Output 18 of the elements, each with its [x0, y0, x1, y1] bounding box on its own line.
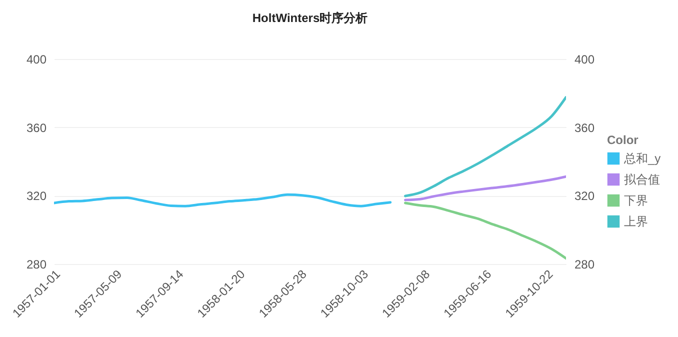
legend-label: 拟合值 — [624, 172, 660, 186]
y-tick-label: 280 — [26, 258, 47, 272]
line-series — [404, 202, 566, 260]
legend-label: 上界 — [624, 214, 648, 228]
y2-tick-label: 320 — [574, 189, 595, 204]
legend-title: Color — [607, 133, 639, 147]
y-tick-label: 320 — [26, 189, 47, 204]
y2-tick-label: 400 — [574, 52, 595, 66]
y-tick-label: 400 — [26, 52, 47, 66]
y2-tick-label: 360 — [574, 120, 595, 135]
legend-label: 总和_y — [623, 152, 661, 166]
legend-label: 下界 — [624, 194, 648, 208]
chart-title: HoltWinters时序分析 — [252, 11, 368, 25]
y2-tick-label: 280 — [574, 258, 595, 272]
y-tick-label: 360 — [26, 120, 47, 135]
line-series — [404, 175, 566, 202]
line-series — [54, 193, 392, 208]
line-series — [404, 96, 566, 198]
